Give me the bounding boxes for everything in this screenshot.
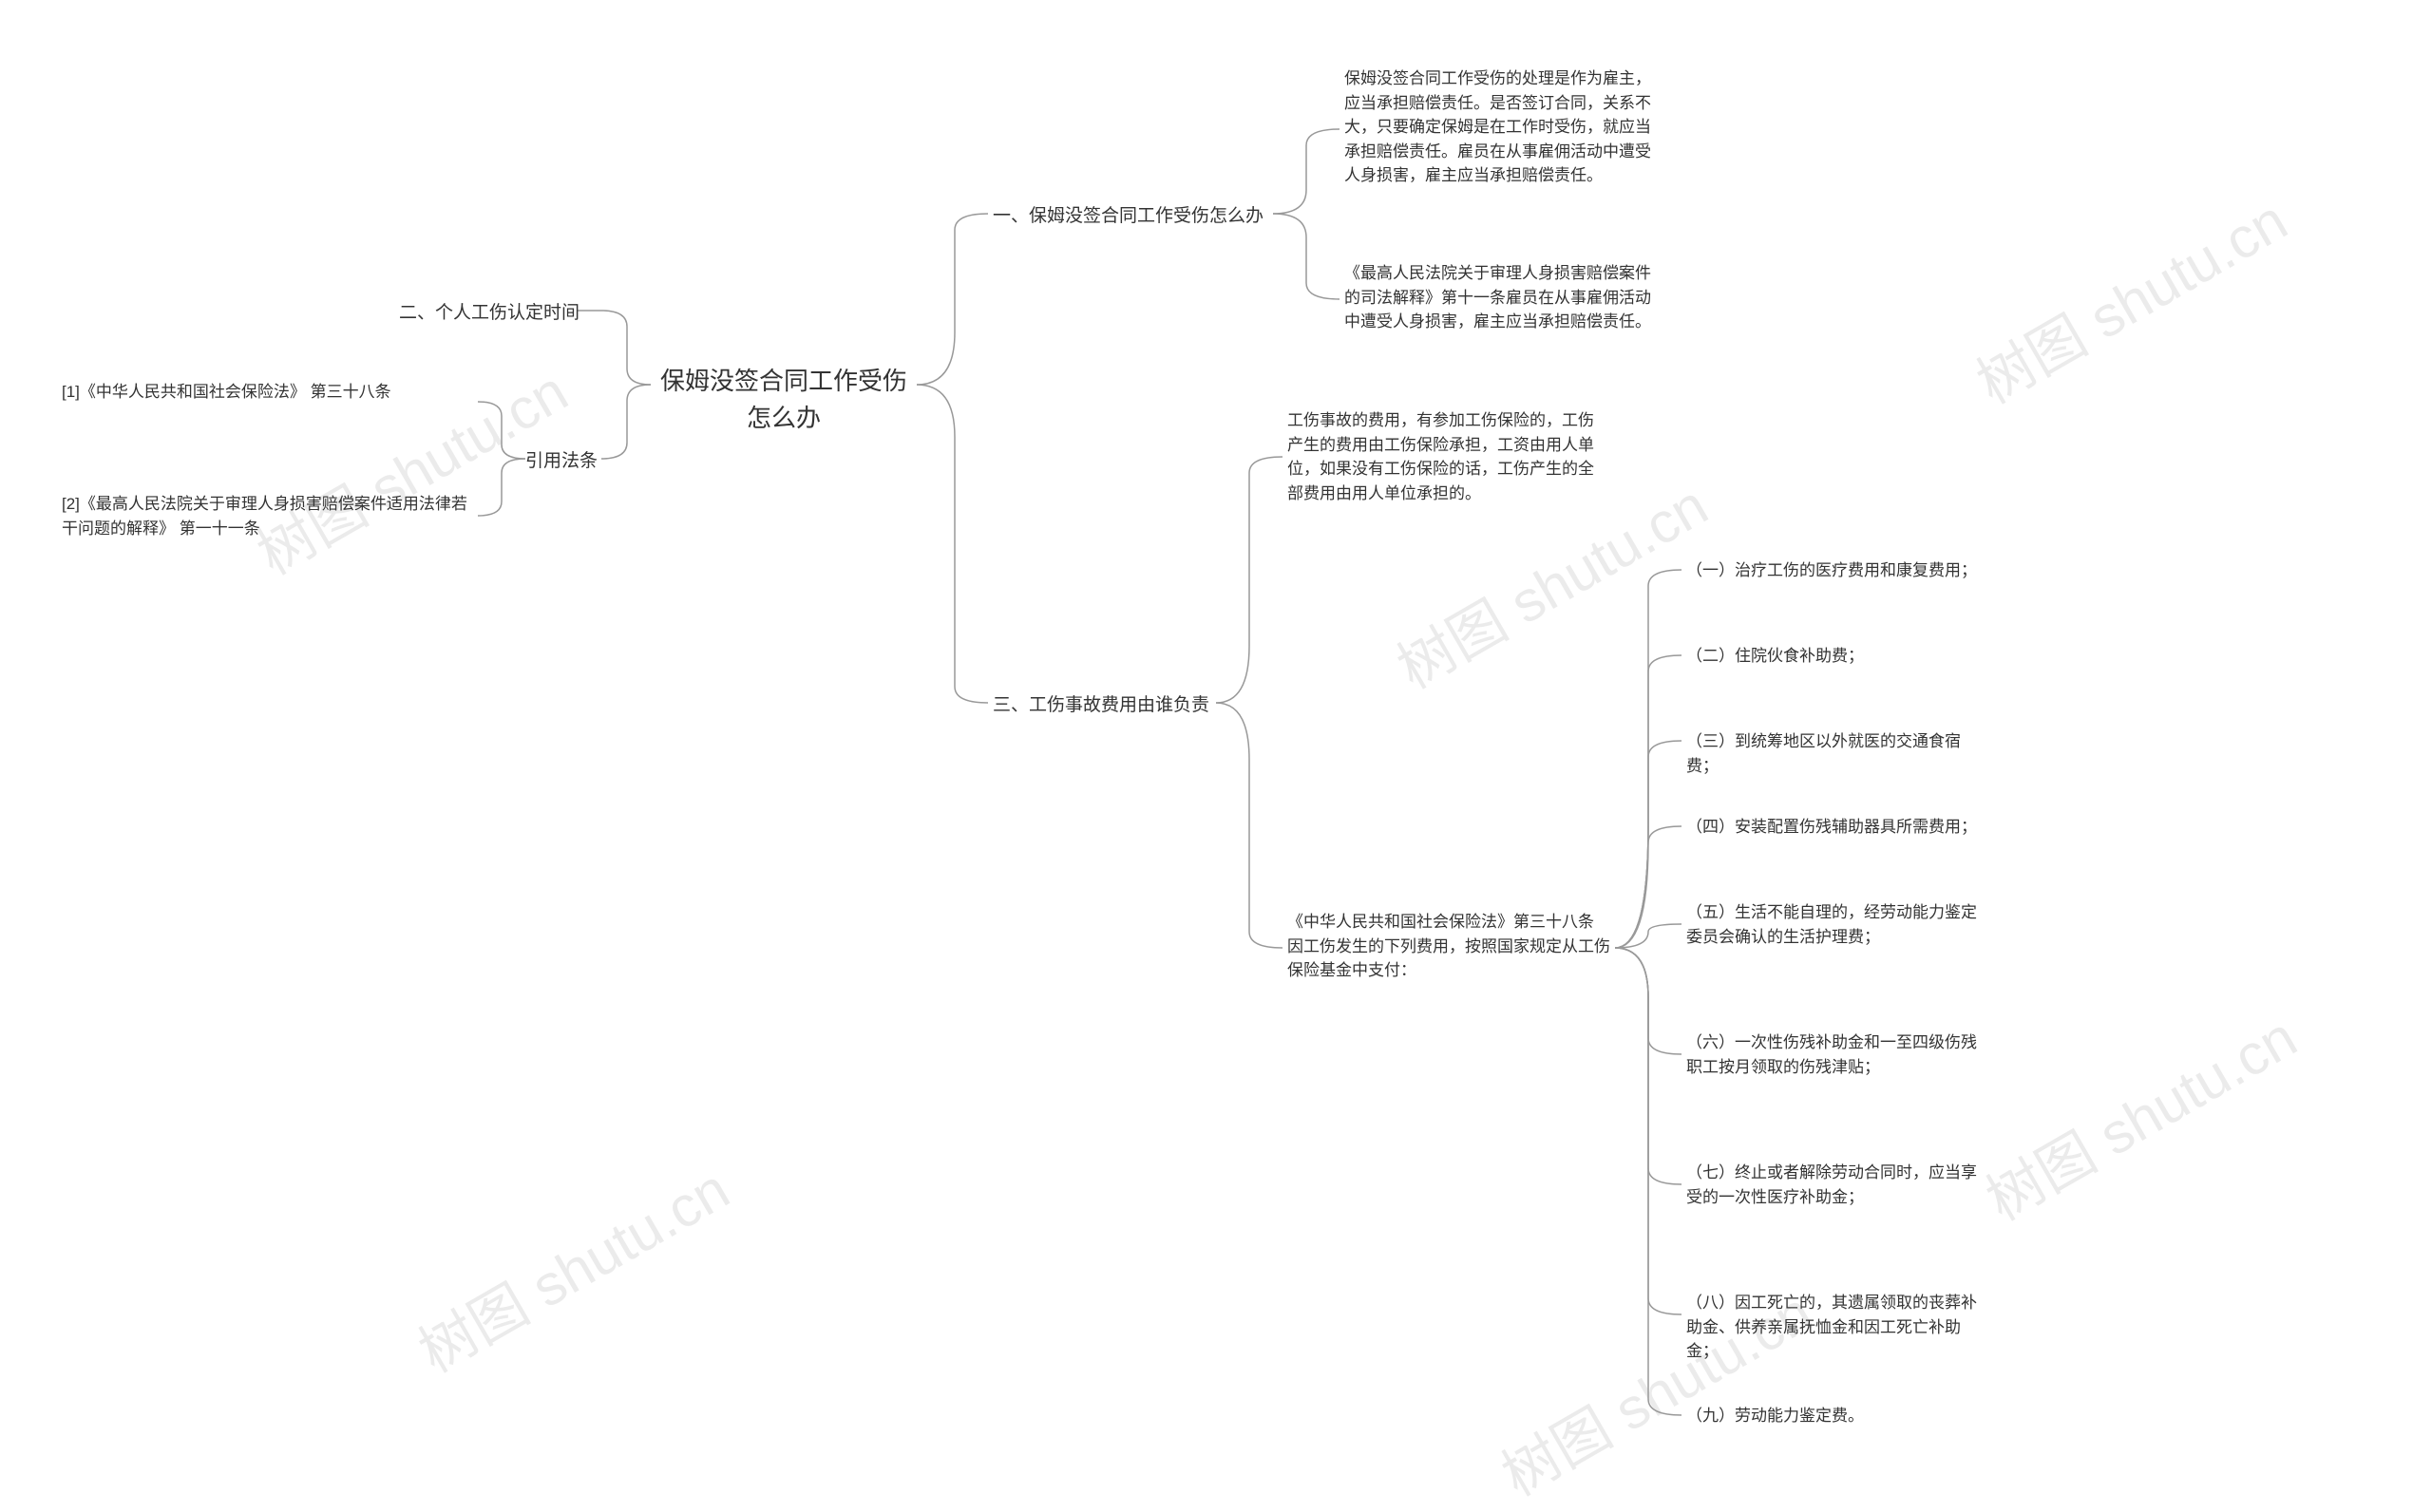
watermark: 树图 shutu.cn (1969, 992, 2309, 1237)
section3-item1: （一）治疗工伤的医疗费用和康复费用； (1686, 558, 1981, 583)
section3-item9: （九）劳动能力鉴定费。 (1686, 1404, 1981, 1428)
watermark: 树图 shutu.cn (1960, 176, 2300, 420)
right-section1-item1: 保姆没签合同工作受伤的处理是作为雇主，应当承担赔偿责任。是否签订合同，关系不大，… (1344, 66, 1662, 188)
watermark: 树图 shutu.cn (402, 1144, 742, 1389)
root-node: 保姆没签合同工作受伤怎么办 (651, 363, 917, 437)
left-ref2: [2]《最高人民法院关于审理人身损害赔偿案件适用法律若干问题的解释》 第一十一条 (62, 492, 478, 540)
section3-item2: （二）住院伙食补助费； (1686, 644, 1981, 669)
right-section1-item2: 《最高人民法院关于审理人身损害赔偿案件的司法解释》第十一条雇员在从事雇佣活动中遭… (1344, 261, 1662, 334)
left-ref-section: 引用法条 (525, 448, 598, 476)
section3-item7: （七）终止或者解除劳动合同时，应当享受的一次性医疗补助金； (1686, 1161, 1981, 1209)
right-section3-intro: 工伤事故的费用，有参加工伤保险的，工伤产生的费用由工伤保险承担，工资由用人单位，… (1287, 408, 1606, 505)
right-section3-law: 《中华人民共和国社会保险法》第三十八条 因工伤发生的下列费用，按照国家规定从工伤… (1287, 910, 1610, 983)
section3-item4: （四）安装配置伤残辅助器具所需费用； (1686, 815, 1981, 840)
section3-item6: （六）一次性伤残补助金和一至四级伤残职工按月领取的伤残津贴； (1686, 1030, 1981, 1079)
left-ref1: [1]《中华人民共和国社会保险法》 第三十八条 (62, 380, 478, 405)
section3-item8: （八）因工死亡的，其遗属领取的丧葬补助金、供养亲属抚恤金和因工死亡补助金； (1686, 1291, 1981, 1364)
section3-item3: （三）到统筹地区以外就医的交通食宿费； (1686, 729, 1981, 778)
section3-item5: （五）生活不能自理的，经劳动能力鉴定委员会确认的生活护理费； (1686, 900, 1981, 949)
right-section3-label: 三、工伤事故费用由谁负责 (993, 692, 1209, 720)
right-section1-label: 一、保姆没签合同工作受伤怎么办 (993, 203, 1264, 231)
left-section2: 二、个人工伤认定时间 (399, 300, 580, 328)
